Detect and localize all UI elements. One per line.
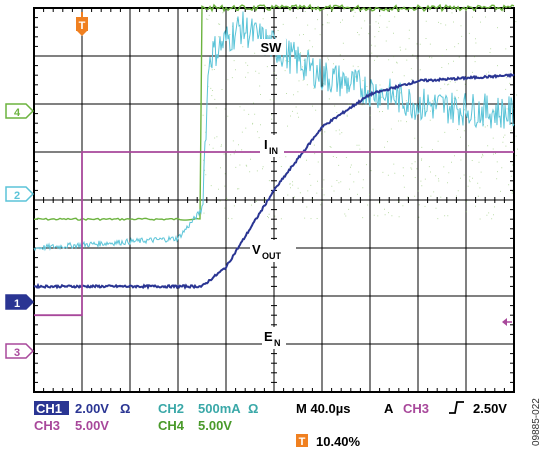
svg-text:M 40.0µs: M 40.0µs: [296, 401, 350, 416]
svg-text:CH2: CH2: [158, 401, 184, 416]
svg-text:SW: SW: [261, 40, 283, 55]
label-vout: V OUT: [250, 240, 296, 262]
series-vout: [33, 72, 515, 290]
channel-4-marker: 4: [5, 103, 35, 119]
svg-text:T: T: [79, 20, 86, 32]
svg-text:E: E: [264, 329, 273, 344]
svg-text:IN: IN: [269, 146, 278, 156]
svg-text:CH1: CH1: [36, 401, 62, 416]
svg-text:A: A: [384, 401, 394, 416]
trigger-level-arrow-icon: [502, 318, 512, 326]
svg-text:Ω: Ω: [248, 401, 258, 416]
label-sw: SW: [256, 39, 286, 55]
channel-1-marker: 1: [5, 294, 35, 310]
svg-text:5.00V: 5.00V: [75, 418, 109, 433]
svg-text:Ω: Ω: [120, 401, 130, 416]
channel-3-marker: 3: [5, 343, 35, 359]
svg-text:500mA: 500mA: [198, 401, 241, 416]
readout-ch1: CH1 2.00V Ω: [34, 401, 130, 416]
readout-ch2: CH2 500mA Ω: [158, 401, 258, 416]
svg-text:2: 2: [14, 190, 20, 202]
svg-text:CH4: CH4: [158, 418, 185, 433]
svg-text:3: 3: [14, 347, 20, 359]
series-sw-switching-noise: [202, 7, 518, 220]
readout-ch4: CH4 5.00V: [158, 418, 232, 433]
readout-trigger: A CH3 2.50V: [384, 401, 507, 416]
readout-ch3: CH3 5.00V: [34, 418, 109, 433]
svg-text:V: V: [252, 242, 261, 257]
rising-edge-icon: [449, 401, 464, 414]
label-en: E N: [262, 327, 286, 349]
svg-text:2.50V: 2.50V: [473, 401, 507, 416]
svg-text:OUT: OUT: [262, 251, 282, 261]
svg-text:I: I: [264, 137, 268, 152]
svg-text:N: N: [274, 338, 281, 348]
trigger-position-marker: T: [76, 12, 88, 36]
readout-timebase: M 40.0µs: [296, 401, 350, 416]
svg-text:10.40%: 10.40%: [316, 434, 361, 449]
channel-2-marker: 2: [5, 186, 35, 202]
svg-text:5.00V: 5.00V: [198, 418, 232, 433]
figure-code: 09885-022: [531, 398, 542, 446]
svg-text:CH3: CH3: [34, 418, 60, 433]
waveform-traces: [33, 3, 518, 317]
series-sw: [33, 3, 515, 222]
series-en: [34, 151, 514, 317]
series-iin: [33, 11, 515, 252]
svg-text:4: 4: [14, 107, 21, 119]
svg-text:2.00V: 2.00V: [75, 401, 109, 416]
svg-text:CH3: CH3: [403, 401, 429, 416]
readout-trigger-position: T 10.40%: [296, 434, 361, 449]
label-iin: I IN: [260, 135, 284, 157]
svg-text:T: T: [299, 436, 306, 448]
svg-text:1: 1: [14, 298, 20, 310]
graticule: [34, 8, 514, 392]
